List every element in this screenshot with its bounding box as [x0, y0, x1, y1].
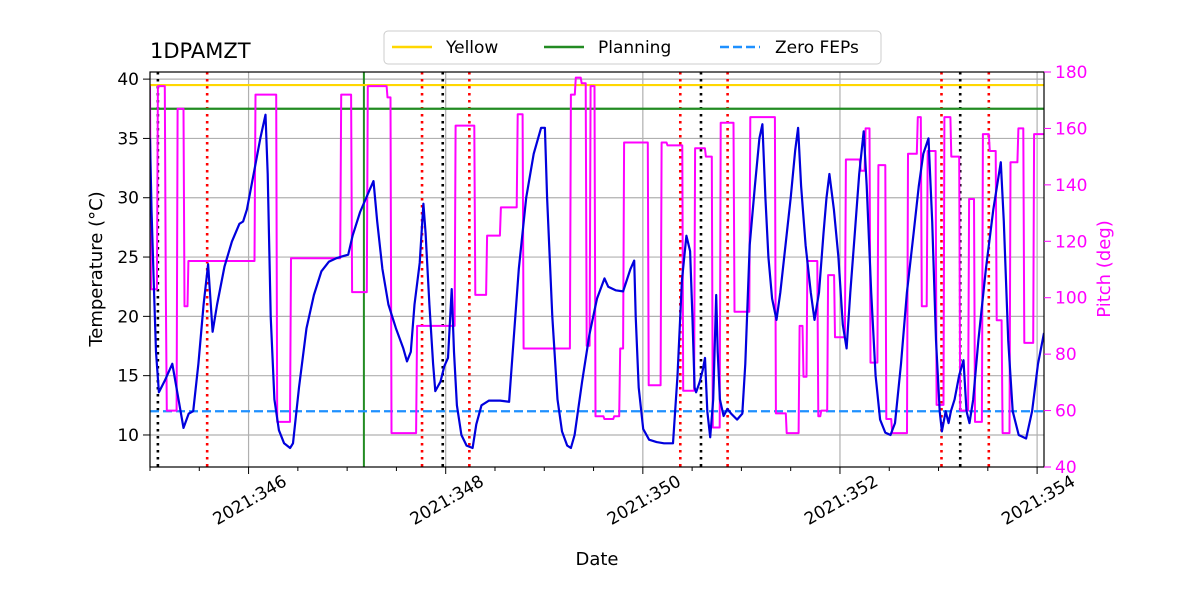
y-axis-label: Temperature (°C): [86, 191, 107, 347]
legend-box: [383, 30, 882, 65]
pitch-tick-label: 80: [1055, 345, 1077, 365]
grid: [150, 72, 1044, 467]
series: [150, 76, 1044, 450]
x-axis-label: Date: [575, 549, 618, 570]
pitch-tick-label: 120: [1055, 232, 1087, 252]
y-tick-label: 40: [117, 70, 139, 90]
y-tick-label: 30: [117, 189, 139, 209]
pitch-tick-label: 40: [1055, 458, 1077, 478]
pitch-series-line: [150, 76, 1044, 435]
pitch-tick-label: 180: [1055, 63, 1087, 83]
legend-label-planning: Planning: [598, 38, 671, 58]
legend-label-yellow: Yellow: [445, 38, 498, 58]
pitch-tick-label: 140: [1055, 176, 1087, 196]
pitch-tick-label: 160: [1055, 119, 1087, 139]
temperature-series-line: [150, 113, 1044, 450]
y-tick-label: 10: [117, 426, 139, 446]
y-tick-label: 25: [117, 248, 139, 268]
y-tick-label: 35: [117, 129, 139, 149]
chart-title: 1DPAMZT: [150, 39, 251, 63]
pitch-axis-label: Pitch (deg): [1094, 220, 1115, 318]
y-axis-ticks: 10 15 20 25 30 35 40: [117, 70, 150, 446]
pitch-axis-ticks: 40 60 80 100 120 140 160 180: [1044, 63, 1087, 478]
plot-frame: [149, 71, 1045, 468]
pitch-tick-label: 60: [1055, 402, 1077, 422]
y-tick-label: 15: [117, 367, 139, 387]
y-tick-label: 20: [117, 307, 139, 327]
legend: Yellow Planning Zero FEPs: [383, 30, 882, 65]
pitch-tick-label: 100: [1055, 289, 1087, 309]
legend-label-zero-feps: Zero FEPs: [775, 38, 859, 58]
limit-lines: [150, 83, 1044, 413]
